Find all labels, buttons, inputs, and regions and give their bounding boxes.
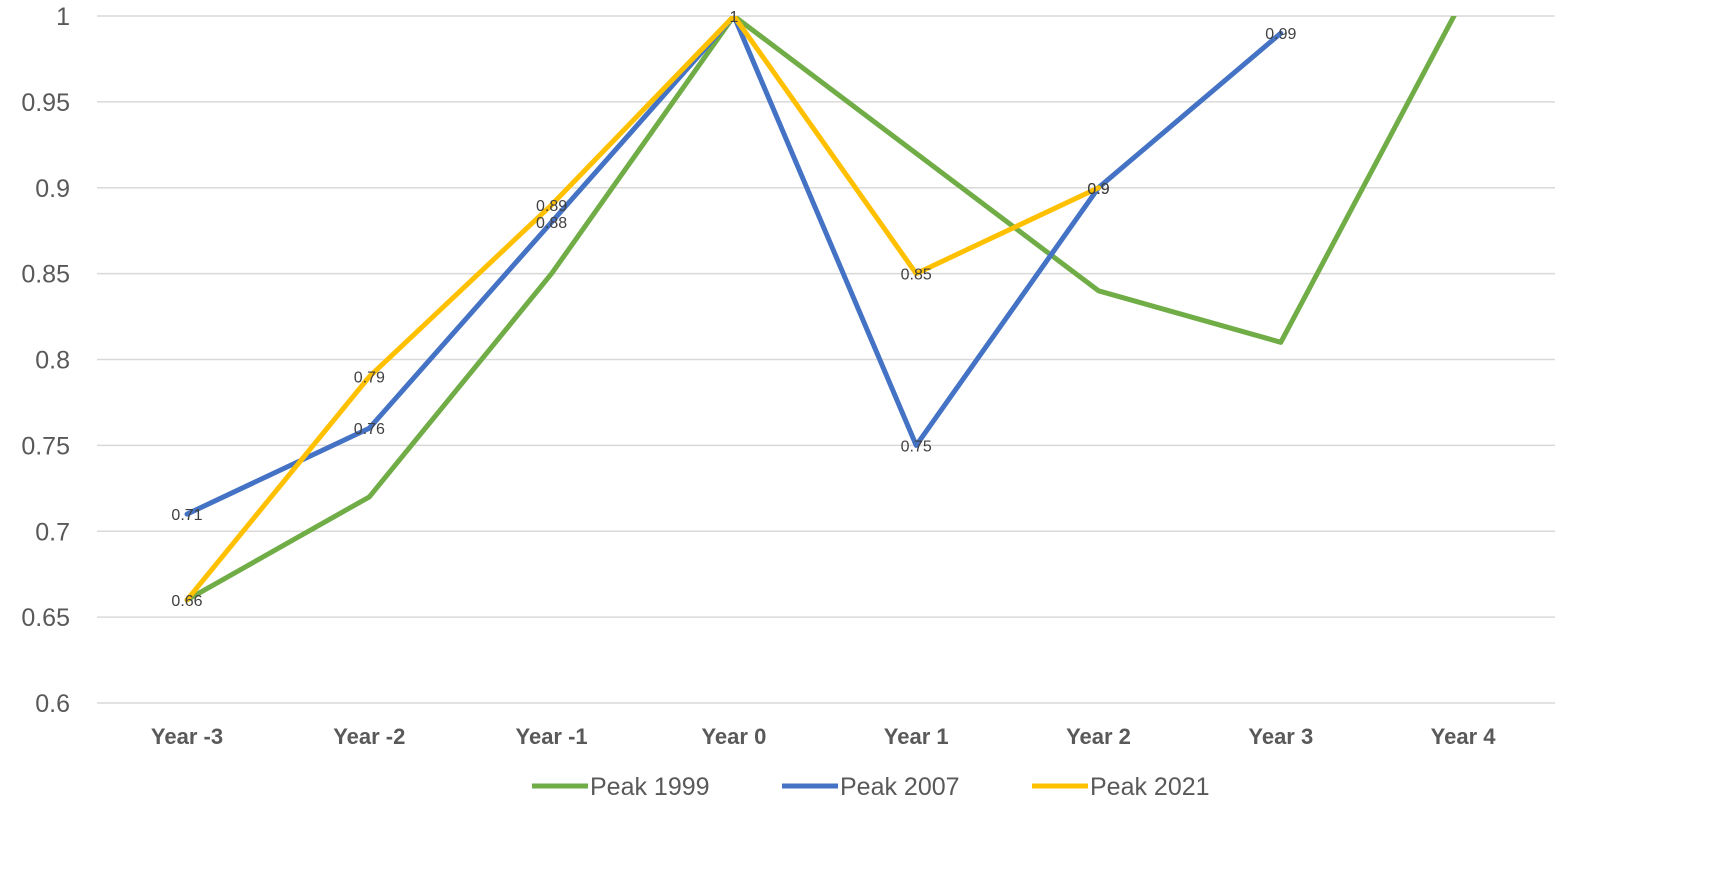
y-tick-label: 0.8 bbox=[35, 347, 70, 375]
series-lines bbox=[184, 16, 1457, 603]
series-line-peak-2021 bbox=[184, 16, 1101, 603]
legend-label: Peak 2021 bbox=[1090, 773, 1210, 801]
data-label: 0.66 bbox=[171, 593, 202, 610]
data-label: 0.9 bbox=[1087, 181, 1109, 198]
y-tick-label: 1 bbox=[56, 3, 70, 31]
legend: Peak 1999 Peak 2007 Peak 2021 bbox=[532, 773, 1210, 801]
x-tick-label: Year -2 bbox=[333, 724, 405, 749]
data-label: 0.88 bbox=[536, 215, 567, 232]
x-tick-label: Year -1 bbox=[516, 724, 588, 749]
x-tick-label: Year 3 bbox=[1248, 724, 1313, 749]
legend-label: Peak 1999 bbox=[590, 773, 710, 801]
data-label: 0.75 bbox=[901, 438, 932, 455]
y-tick-label: 0.95 bbox=[21, 89, 70, 117]
data-label: 0.76 bbox=[354, 421, 385, 438]
y-tick-label: 0.75 bbox=[21, 432, 70, 460]
gridlines bbox=[97, 15, 1555, 704]
data-label: 0.79 bbox=[354, 370, 385, 387]
data-label: 0.99 bbox=[1265, 26, 1296, 43]
data-label: 1 bbox=[729, 9, 738, 26]
x-tick-label: Year 2 bbox=[1066, 724, 1131, 749]
x-tick-label: Year 1 bbox=[884, 724, 949, 749]
y-tick-label: 0.9 bbox=[35, 175, 70, 203]
y-axis-ticks: 0.6 0.65 0.7 0.75 0.8 0.85 0.9 0.95 1 bbox=[21, 3, 70, 718]
legend-item: Peak 2007 bbox=[782, 773, 960, 801]
x-tick-label: Year 0 bbox=[701, 724, 766, 749]
legend-item: Peak 1999 bbox=[532, 773, 710, 801]
x-tick-label: Year 4 bbox=[1431, 724, 1497, 749]
data-label: 0.85 bbox=[901, 267, 932, 284]
data-label: 0.9 bbox=[1087, 181, 1109, 198]
y-tick-label: 0.65 bbox=[21, 604, 70, 632]
legend-item: Peak 2021 bbox=[1032, 773, 1210, 801]
x-tick-label: Year -3 bbox=[151, 724, 223, 749]
data-label: 0.71 bbox=[171, 507, 202, 524]
series-line-peak-1999 bbox=[184, 16, 1457, 603]
legend-label: Peak 2007 bbox=[840, 773, 960, 801]
y-tick-label: 0.7 bbox=[35, 518, 70, 546]
data-labels: 0.71 0.76 0.88 0.75 0.9 0.99 0.66 0.79 0.89 1 0.85… bbox=[171, 9, 1296, 610]
y-tick-label: 0.6 bbox=[35, 690, 70, 718]
y-tick-label: 0.85 bbox=[21, 261, 70, 289]
x-axis-ticks: Year -3 Year -2 Year -1 Year 0 Year 1 Year 2 Y… bbox=[151, 724, 1496, 749]
series-line-peak-2007 bbox=[184, 16, 1284, 517]
data-label: 0.89 bbox=[536, 198, 567, 215]
